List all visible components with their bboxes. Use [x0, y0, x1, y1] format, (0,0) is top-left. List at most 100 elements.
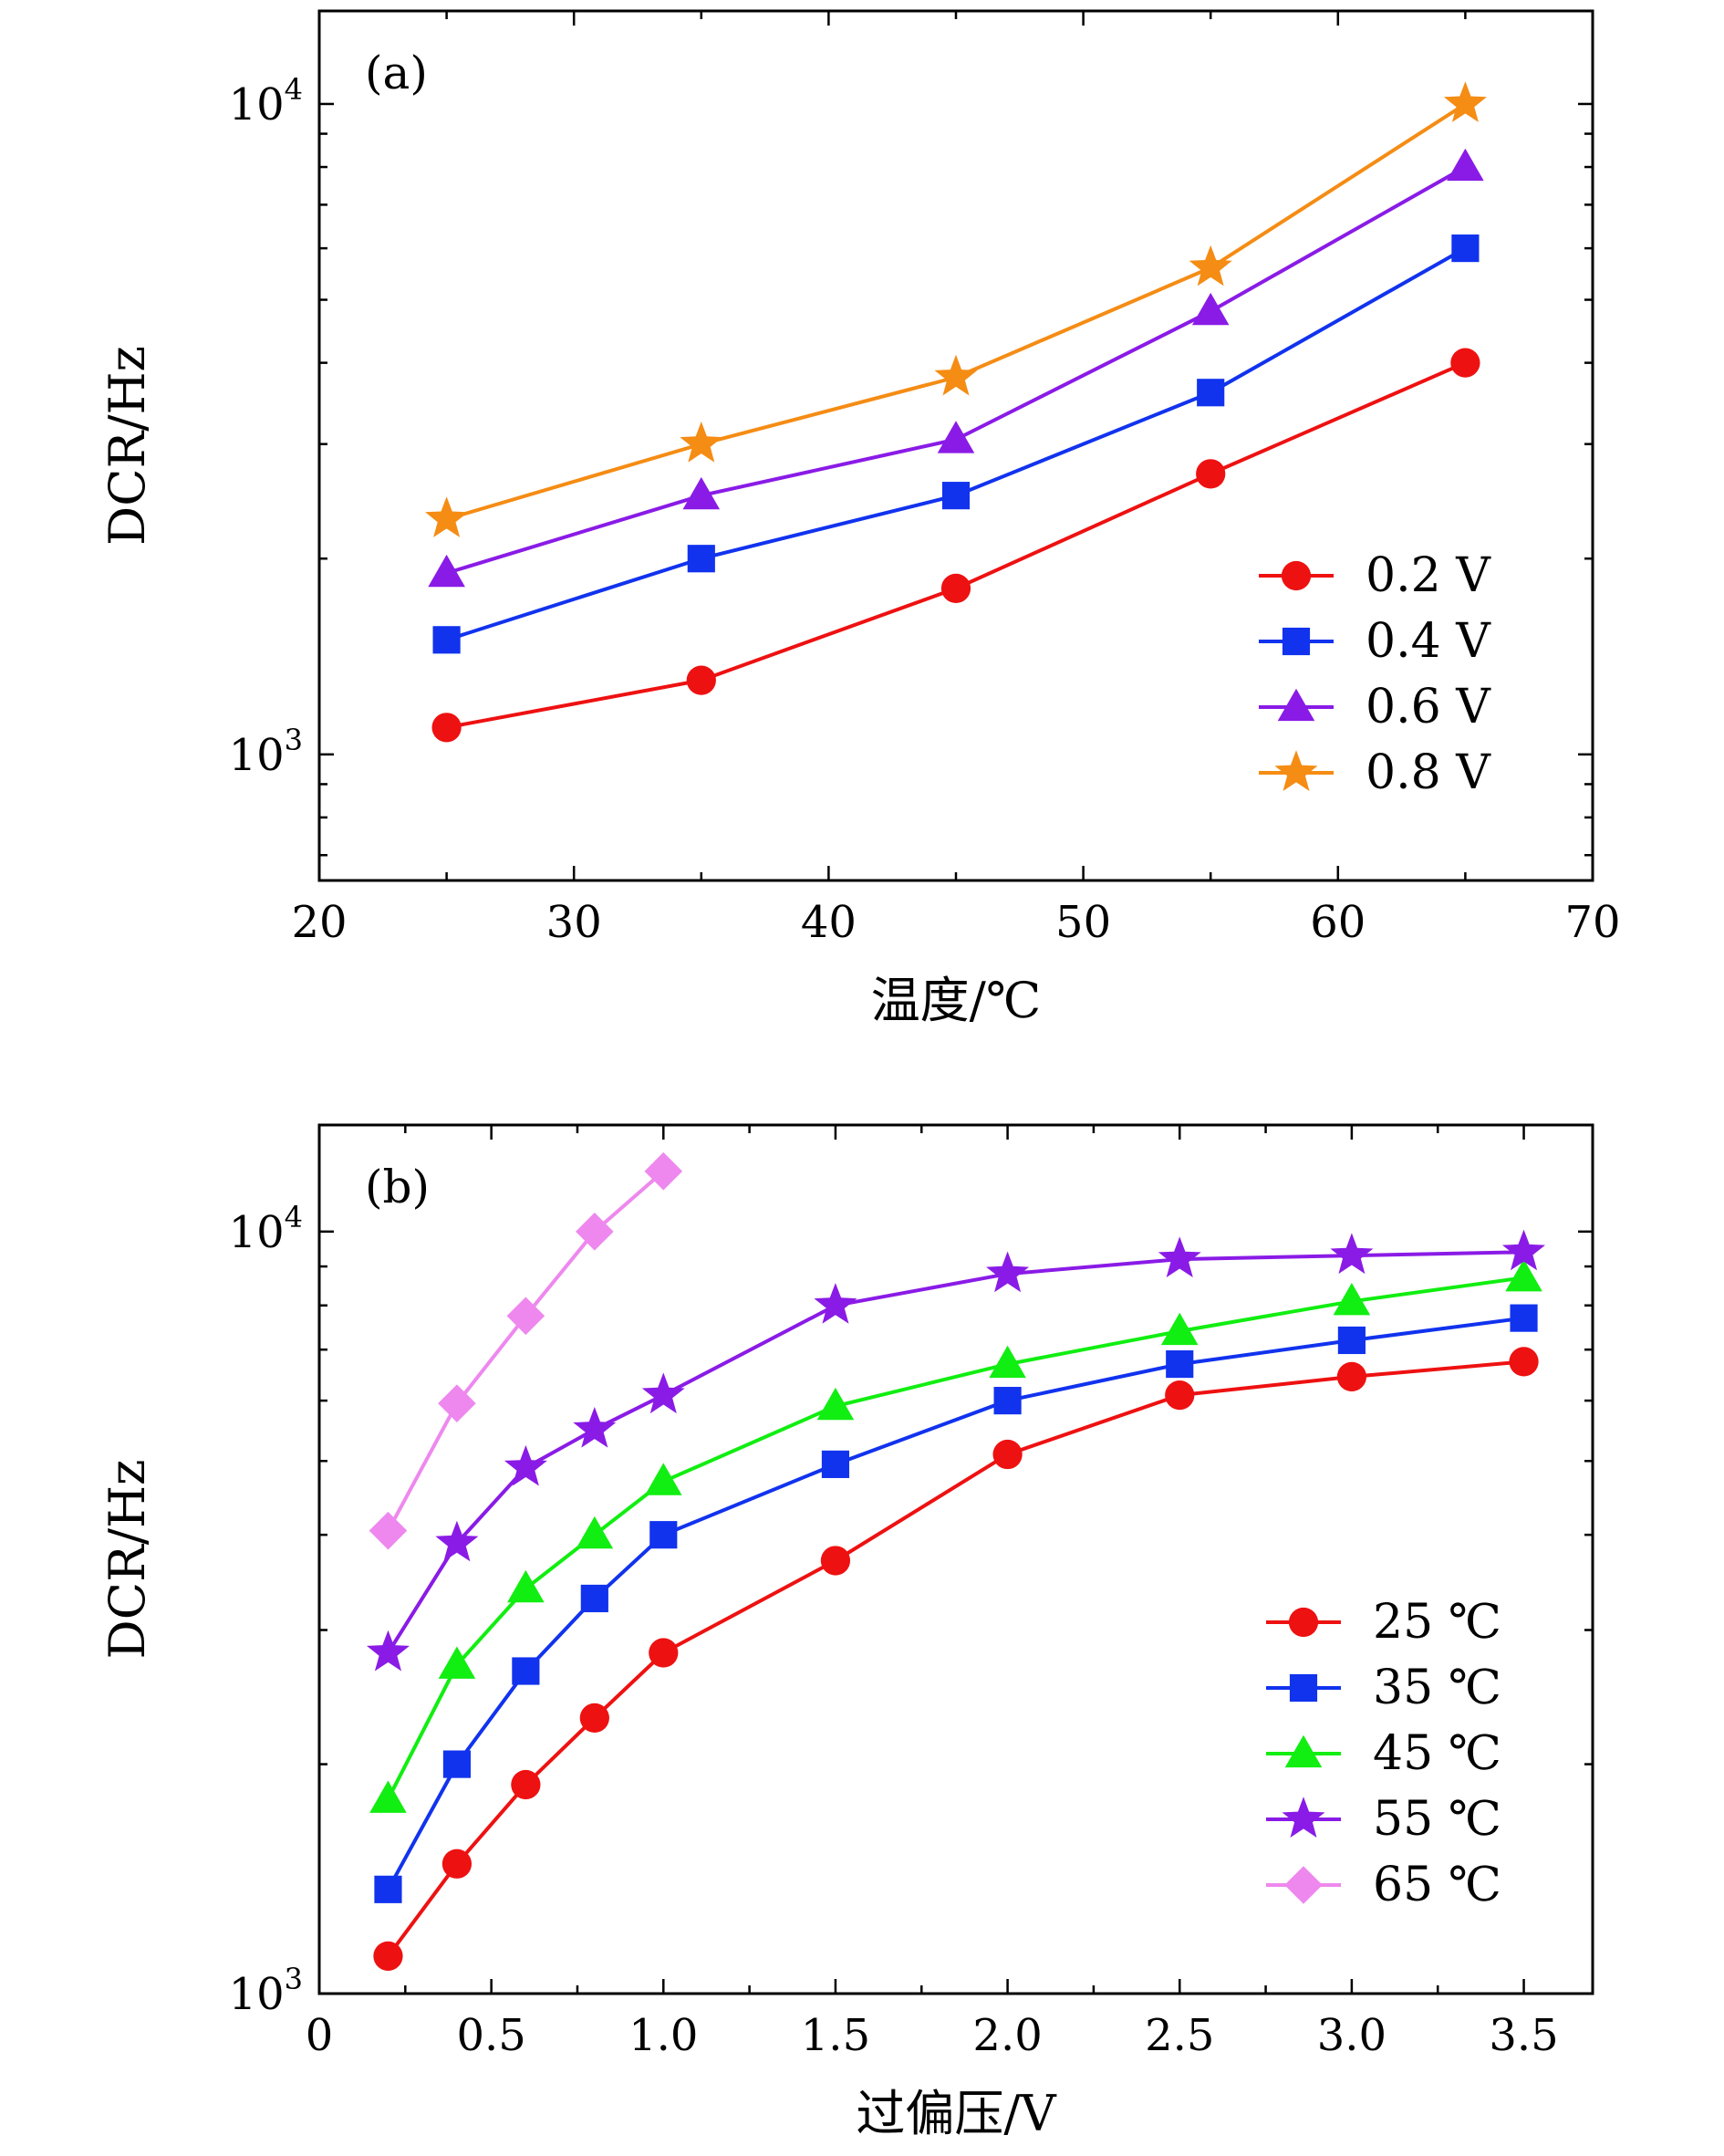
series-line: [446, 360, 1467, 730]
data-point: [438, 1646, 476, 1679]
data-point: [432, 626, 461, 654]
data-point: [504, 1444, 547, 1486]
legend-item-25: 25 ℃: [1266, 1595, 1501, 1650]
y-tick-label: 104: [229, 1200, 303, 1258]
data-point: [512, 1657, 540, 1685]
legend-marker: [1281, 560, 1312, 591]
data-point: [367, 1630, 410, 1672]
x-tick-label: 2.5: [1145, 2010, 1214, 2061]
legend-label: 55 ℃: [1373, 1792, 1501, 1847]
legend-label: 0.2 V: [1366, 548, 1491, 603]
data-point: [644, 1151, 683, 1191]
data-point: [989, 1345, 1026, 1379]
legend-item-0-4-v: 0.4 V: [1259, 614, 1491, 669]
legend-label: 45 ℃: [1373, 1726, 1501, 1781]
legend-marker: [1288, 1607, 1319, 1638]
panel-label: (a): [365, 47, 428, 99]
plot-frame: [317, 1123, 1594, 1995]
series-45: [369, 1259, 1542, 1813]
data-point: [369, 1780, 407, 1813]
data-point: [941, 482, 971, 510]
x-axis-title: 过偏压/V: [856, 2085, 1056, 2142]
series-line: [386, 1316, 1524, 1890]
data-point: [1336, 1361, 1367, 1391]
legend-marker: [1282, 627, 1311, 656]
data-point: [816, 1387, 855, 1421]
series-55: [367, 1229, 1545, 1672]
data-point: [986, 1251, 1030, 1293]
data-point: [1197, 379, 1225, 407]
x-tick-label: 20: [291, 897, 347, 948]
data-point: [641, 1372, 685, 1414]
series-line: [386, 1250, 1524, 1654]
data-point: [1158, 1236, 1201, 1277]
legend-item-45: 45 ℃: [1266, 1726, 1501, 1781]
data-point: [506, 1297, 545, 1336]
data-point: [1450, 348, 1480, 378]
legend: 0.2 V 0.4 V 0.6 V 0.8 V: [1259, 548, 1491, 800]
x-tick-label: 0.5: [456, 2010, 525, 2061]
panel-b-chart: 0 0.5 1.0 1.5 2.0 2.5 3.0 3.5 103 104 过偏压/V DCR/Hz (…: [99, 1123, 1594, 2142]
y-tick-label: 103: [229, 1962, 303, 2020]
data-point: [374, 1875, 402, 1903]
x-tick-label: 1.0: [628, 2010, 698, 2061]
data-point: [680, 422, 723, 463]
data-point: [649, 1521, 678, 1549]
data-point: [442, 1750, 471, 1778]
x-tick-label: 70: [1564, 897, 1620, 948]
series-0-2-v: [431, 348, 1480, 743]
x-tick-label: 40: [801, 897, 857, 948]
x-tick-label: 3.5: [1489, 2010, 1558, 2061]
data-point: [1443, 81, 1487, 122]
legend-item-65: 65 ℃: [1266, 1858, 1501, 1912]
legend-label: 25 ℃: [1373, 1595, 1501, 1650]
legend-label: 65 ℃: [1373, 1858, 1501, 1912]
series-line: [386, 1359, 1524, 1958]
data-point: [431, 713, 462, 743]
data-point: [373, 1941, 403, 1972]
legend-label: 0.6 V: [1366, 680, 1491, 734]
data-point: [428, 554, 465, 588]
legend: 25 ℃ 35 ℃ 45 ℃ 55 ℃ 65 ℃: [1266, 1595, 1501, 1912]
data-point: [1509, 1347, 1539, 1377]
y-axis-title: DCR/Hz: [99, 346, 156, 546]
legend-marker: [1274, 750, 1318, 791]
data-point: [820, 1546, 851, 1576]
y-tick-label: 103: [229, 723, 303, 781]
data-point: [1165, 1380, 1195, 1411]
data-point: [993, 1387, 1022, 1415]
legend-item-0-2-v: 0.2 V: [1259, 548, 1491, 603]
data-point: [814, 1283, 857, 1324]
y-axis-title: DCR/Hz: [99, 1459, 156, 1659]
series-0-8-v: [425, 81, 1487, 537]
data-point: [441, 1849, 473, 1879]
x-tick-label: 60: [1310, 897, 1366, 948]
data-point: [1451, 234, 1480, 263]
data-point: [1333, 1282, 1371, 1316]
data-point: [992, 1439, 1023, 1470]
data-point: [940, 573, 971, 603]
data-point: [821, 1450, 850, 1478]
series-line: [446, 102, 1467, 521]
x-tick-label: 1.5: [801, 2010, 870, 2061]
data-point: [1502, 1229, 1545, 1271]
x-axis-title: 温度/℃: [871, 972, 1042, 1029]
legend-item-0-8-v: 0.8 V: [1259, 745, 1491, 800]
legend-label: 0.8 V: [1366, 745, 1491, 800]
data-point: [1510, 1304, 1538, 1332]
data-point: [579, 1703, 609, 1734]
data-point: [580, 1584, 608, 1613]
legend-marker: [1282, 1797, 1325, 1838]
data-point: [1330, 1233, 1374, 1275]
legend-marker: [1284, 1866, 1323, 1904]
data-point: [573, 1407, 617, 1448]
data-point: [1505, 1259, 1542, 1292]
data-point: [686, 665, 716, 695]
series-0-6-v: [428, 148, 1484, 588]
data-point: [687, 545, 715, 573]
data-point: [1189, 245, 1232, 286]
data-point: [1166, 1350, 1194, 1379]
legend-item-35: 35 ℃: [1266, 1661, 1501, 1715]
data-point: [1196, 459, 1226, 489]
